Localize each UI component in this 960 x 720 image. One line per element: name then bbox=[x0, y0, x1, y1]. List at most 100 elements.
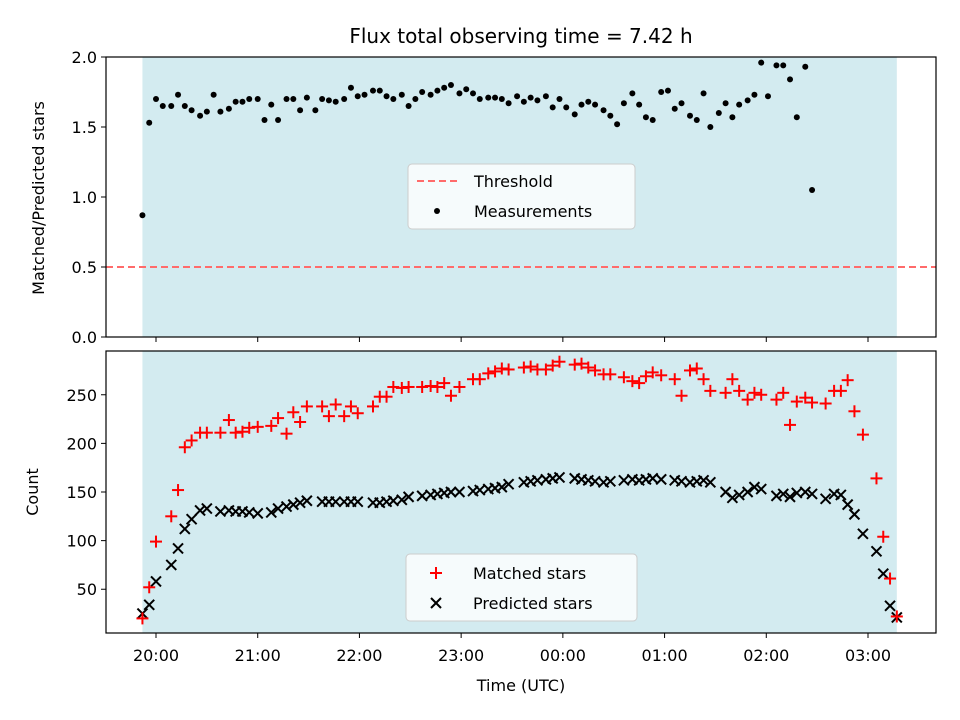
predicted-star-point bbox=[726, 492, 739, 504]
predicted-star-point bbox=[841, 498, 854, 511]
measurement-point bbox=[514, 93, 521, 100]
measurement-point bbox=[556, 96, 563, 102]
count-legend: Matched stars Predicted stars bbox=[405, 553, 638, 622]
predicted-star-point bbox=[870, 545, 883, 558]
measurement-point bbox=[492, 94, 499, 101]
matched-star-point bbox=[582, 361, 595, 374]
predicted-star-point bbox=[150, 575, 162, 588]
ratio-legend: Threshold Measurements bbox=[407, 163, 636, 230]
measurement-point bbox=[217, 108, 224, 115]
ratio-axes-frame bbox=[105, 56, 937, 338]
legend-predicted-label: Predicted stars bbox=[473, 594, 593, 613]
matched-star-point bbox=[265, 419, 278, 432]
matched-star-point bbox=[136, 612, 149, 625]
matched-star-point bbox=[329, 398, 342, 411]
measurement-point bbox=[793, 114, 800, 121]
matched-star-point bbox=[280, 427, 293, 440]
count-y-axis-label: Count bbox=[23, 468, 42, 516]
measurement-point bbox=[297, 107, 304, 114]
predicted-star-point bbox=[445, 486, 457, 498]
matched-star-point bbox=[185, 434, 198, 447]
measurement-point bbox=[390, 96, 397, 102]
predicted-star-point bbox=[502, 478, 515, 490]
measurement-point bbox=[700, 90, 707, 97]
matched-star-point bbox=[431, 380, 444, 393]
y-tick-label: 50 bbox=[77, 580, 97, 599]
predicted-star-point bbox=[496, 481, 508, 493]
predicted-star-point bbox=[294, 496, 306, 509]
measurement-point bbox=[571, 111, 578, 118]
measurement-point bbox=[225, 105, 232, 112]
y-tick-label: 250 bbox=[66, 386, 97, 405]
measurement-point bbox=[664, 87, 671, 94]
matched-star-point bbox=[351, 407, 364, 420]
measurement-point bbox=[383, 93, 390, 100]
x-tick-label: 22:00 bbox=[336, 646, 382, 665]
y-tick-label: 1.0 bbox=[72, 188, 97, 207]
measurement-point bbox=[470, 90, 477, 97]
matched-star-point bbox=[165, 510, 178, 523]
y-tick-label: 0.5 bbox=[72, 258, 97, 277]
matched-star-point bbox=[539, 363, 552, 376]
predicted-star-point bbox=[877, 567, 889, 580]
measurement-point bbox=[203, 108, 210, 115]
matched-star-point bbox=[770, 393, 783, 406]
matched-star-point bbox=[617, 371, 630, 384]
measurement-point bbox=[693, 117, 700, 123]
matched-star-point bbox=[287, 406, 300, 419]
measurement-point bbox=[658, 89, 665, 95]
legend-measurement-swatch bbox=[434, 208, 440, 214]
measurement-point bbox=[456, 90, 463, 97]
matched-star-point bbox=[380, 390, 393, 403]
matched-star-point bbox=[338, 410, 351, 423]
predicted-star-point bbox=[848, 508, 861, 521]
matched-star-point bbox=[690, 362, 703, 375]
measurement-point bbox=[764, 93, 771, 100]
predicted-star-point bbox=[704, 476, 717, 488]
measurement-point bbox=[787, 76, 794, 83]
measurement-point bbox=[159, 103, 166, 109]
measurement-point bbox=[325, 97, 332, 104]
ratio-panel: 0.00.51.01.52.0 Matched/Predicted stars … bbox=[29, 48, 937, 347]
measurement-point bbox=[146, 119, 153, 126]
legend-measurement-label: Measurements bbox=[474, 202, 592, 221]
measurement-point bbox=[563, 104, 570, 111]
measurement-point bbox=[303, 94, 310, 101]
matched-star-point bbox=[344, 400, 357, 413]
count-x-ticks: 20:00 21:00 22:00 23:00 00:00 01:00 02:00 03:00 bbox=[133, 633, 891, 665]
predicted-star-point bbox=[185, 513, 198, 525]
measurement-point bbox=[542, 93, 549, 100]
measurement-point bbox=[153, 96, 159, 102]
matched-star-point bbox=[214, 426, 227, 439]
measurement-point bbox=[347, 84, 354, 91]
measurement-point bbox=[369, 87, 376, 94]
matched-star-point bbox=[272, 412, 285, 425]
matched-star-point bbox=[150, 535, 162, 548]
predicted-star-point bbox=[884, 600, 896, 612]
measurement-point bbox=[736, 101, 743, 108]
measurement-point bbox=[447, 82, 454, 88]
measurement-point bbox=[671, 105, 678, 112]
matched-star-point bbox=[251, 420, 264, 433]
matched-star-point bbox=[178, 441, 191, 454]
measurement-point bbox=[678, 100, 685, 107]
predicted-star-point bbox=[301, 495, 313, 507]
measurement-point bbox=[476, 96, 483, 102]
measurement-point bbox=[607, 112, 614, 119]
measurement-point bbox=[498, 96, 505, 102]
predicted-star-point bbox=[806, 488, 818, 500]
matched-star-point bbox=[719, 386, 732, 399]
measurement-point bbox=[809, 187, 816, 193]
matched-star-point bbox=[489, 365, 502, 378]
matched-star-point bbox=[748, 386, 761, 399]
matched-star-point bbox=[626, 375, 639, 388]
measurement-point bbox=[600, 107, 607, 114]
x-tick-label: 03:00 bbox=[845, 646, 891, 665]
predicted-star-point bbox=[453, 486, 466, 498]
measurement-point bbox=[751, 91, 758, 98]
predicted-star-point bbox=[252, 507, 264, 520]
matched-star-point bbox=[444, 389, 457, 402]
matched-star-point bbox=[884, 572, 897, 585]
legend-predicted-swatch bbox=[430, 597, 442, 609]
measurement-point bbox=[319, 96, 326, 102]
